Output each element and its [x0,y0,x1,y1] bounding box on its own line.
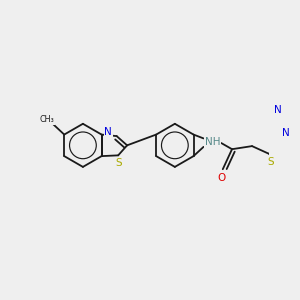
Text: N: N [274,105,282,115]
Text: N: N [282,128,290,138]
Text: N: N [104,127,112,137]
Text: S: S [116,158,122,168]
Text: O: O [217,173,225,183]
Text: CH₃: CH₃ [40,116,55,124]
Text: S: S [267,157,274,167]
Text: NH: NH [205,137,220,147]
